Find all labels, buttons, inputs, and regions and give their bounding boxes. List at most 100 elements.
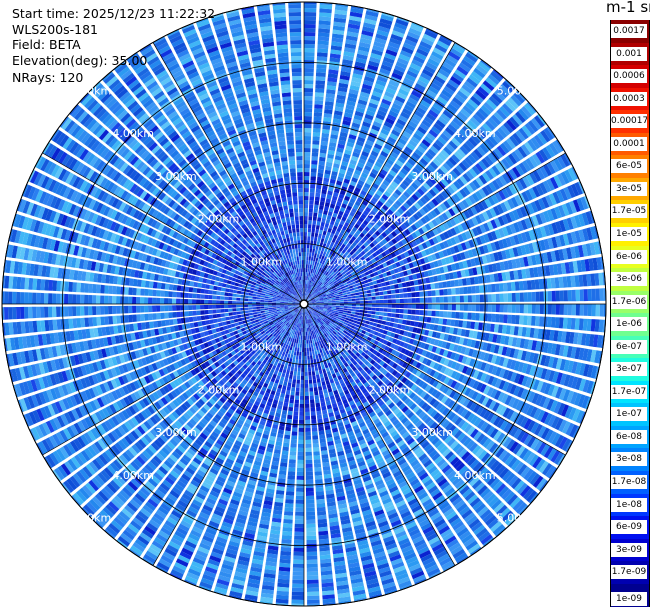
- range-gate-cell: [281, 409, 288, 415]
- range-gate-cell: [539, 316, 544, 327]
- range-gate-cell: [511, 337, 518, 347]
- range-gate-cell: [366, 351, 372, 357]
- range-gate-cell: [315, 308, 319, 311]
- range-gate-cell: [455, 312, 460, 319]
- range-gate-cell: [320, 397, 325, 403]
- range-gate-cell: [347, 310, 352, 314]
- range-gate-cell: [292, 579, 304, 584]
- range-gate-cell: [188, 299, 193, 304]
- range-gate-cell: [343, 310, 348, 313]
- range-gate-cell: [590, 349, 597, 363]
- range-gate-cell: [516, 414, 525, 426]
- range-gate-cell: [532, 353, 539, 364]
- range-gate-cell: [196, 310, 201, 316]
- range-gate-cell: [318, 310, 323, 313]
- range-gate-cell: [390, 332, 396, 338]
- range-gate-cell: [348, 304, 352, 306]
- range-gate-cell: [8, 291, 13, 304]
- range-gate-cell: [252, 307, 257, 310]
- range-gate-cell: [298, 431, 304, 436]
- range-gate-cell: [306, 495, 315, 500]
- range-gate-cell: [314, 394, 319, 400]
- range-gate-cell: [600, 335, 605, 349]
- range-gate-cell: [306, 539, 317, 544]
- range-gate-cell: [497, 324, 503, 334]
- range-gate-cell: [450, 370, 458, 379]
- range-gate-cell: [408, 326, 414, 332]
- range-gate-cell: [506, 439, 516, 450]
- range-gate-cell: [391, 327, 397, 333]
- range-gate-cell: [104, 306, 109, 315]
- range-gate-cell: [437, 340, 444, 348]
- range-gate-cell: [398, 319, 403, 324]
- range-gate-cell: [326, 319, 331, 323]
- range-gate-cell: [443, 333, 449, 341]
- range-gate-cell: [471, 349, 478, 358]
- range-gate-cell: [490, 323, 495, 332]
- range-gate-cell: [394, 351, 401, 357]
- range-gate-cell: [443, 358, 450, 366]
- range-gate-cell: [382, 362, 389, 369]
- range-gate-cell: [318, 534, 329, 540]
- range-gate-cell: [236, 304, 241, 308]
- range-gate-cell: [579, 304, 584, 316]
- range-gate-cell: [435, 304, 440, 310]
- range-gate-cell: [430, 409, 438, 418]
- range-gate-cell: [431, 389, 439, 397]
- range-gate-cell: [388, 360, 395, 367]
- range-gate-cell: [376, 358, 382, 364]
- range-gate-cell: [52, 306, 57, 318]
- range-gate-cell: [212, 295, 217, 300]
- range-gate-cell: [569, 424, 579, 438]
- range-gate-cell: [307, 587, 320, 592]
- range-gate-cell: [299, 399, 304, 404]
- range-gate-cell: [363, 307, 368, 310]
- range-gate-cell: [476, 360, 483, 370]
- range-gate-cell: [244, 298, 249, 302]
- range-gate-cell: [391, 313, 396, 318]
- range-gate-cell: [288, 402, 294, 408]
- range-gate-cell: [293, 411, 299, 416]
- range-gate-cell: [307, 595, 320, 600]
- range-gate-cell: [502, 381, 510, 392]
- range-gate-cell: [311, 306, 316, 309]
- range-gate-cell: [84, 283, 89, 293]
- range-gate-cell: [282, 531, 293, 536]
- range-gate-cell: [543, 342, 549, 353]
- range-gate-cell: [305, 479, 314, 484]
- range-gate-cell: [418, 372, 426, 379]
- range-gate-cell: [410, 333, 416, 339]
- range-gate-cell: [416, 341, 422, 348]
- range-gate-cell: [306, 547, 317, 552]
- range-gate-cell: [419, 310, 424, 316]
- range-gate-cell: [490, 343, 496, 353]
- range-gate-cell: [388, 326, 393, 332]
- range-gate-cell: [317, 514, 327, 520]
- range-gate-cell: [573, 393, 582, 406]
- range-gate-cell: [152, 305, 157, 312]
- range-gate-cell: [315, 306, 320, 308]
- range-gate-cell: [562, 421, 571, 434]
- range-gate-cell: [156, 305, 161, 312]
- range-gate-cell: [307, 359, 311, 364]
- range-gate-cell: [325, 321, 329, 326]
- range-gate-cell: [124, 315, 129, 323]
- range-gate-cell: [484, 332, 490, 342]
- range-gate-cell: [307, 305, 312, 308]
- range-gate-cell: [509, 348, 516, 358]
- range-gate-cell: [326, 310, 331, 313]
- range-gate-cell: [314, 463, 322, 468]
- range-gate-cell: [394, 318, 399, 323]
- range-gate-cell: [511, 314, 516, 324]
- range-gate-cell: [406, 314, 412, 320]
- range-gate-cell: [20, 292, 25, 304]
- range-gate-cell: [301, 360, 304, 364]
- range-gate-cell: [64, 306, 69, 317]
- range-gate-cell: [510, 426, 519, 437]
- range-gate-cell: [351, 309, 356, 312]
- range-gate-cell: [461, 365, 469, 374]
- range-gate-cell: [454, 353, 460, 362]
- range-gate-cell: [505, 325, 511, 335]
- range-gate-cell: [204, 294, 209, 299]
- range-gate-cell: [509, 411, 518, 422]
